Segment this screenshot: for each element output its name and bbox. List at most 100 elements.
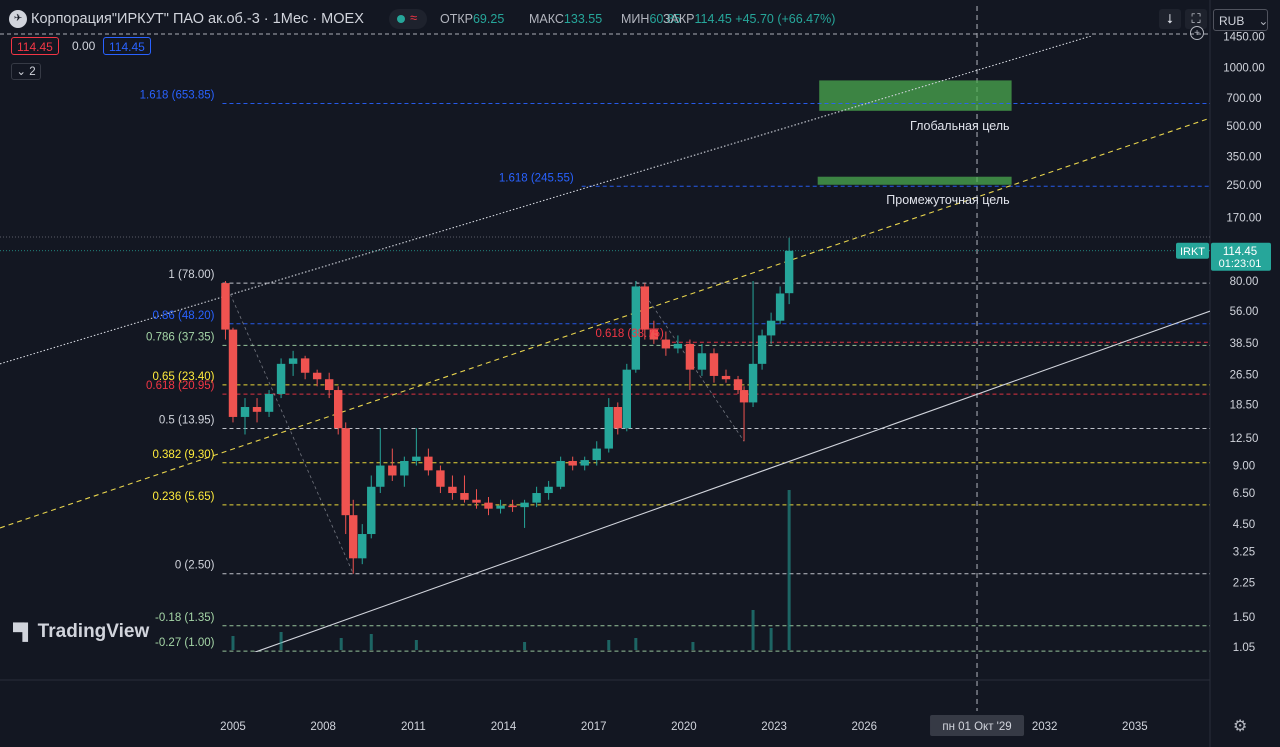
fullscreen-icon[interactable]: ⛶ [1185, 9, 1207, 29]
arrow-down-icon[interactable]: ⭣ [1159, 9, 1181, 29]
target-zone-label-0: Глобальная цель [910, 119, 1010, 133]
fib-level-label-12: 1.618 (245.55) [499, 172, 574, 184]
price-axis-tick-0: 1450.00 [1223, 31, 1265, 43]
volume-bar-1 [279, 632, 283, 650]
price-axis-tick-9: 38.50 [1230, 338, 1259, 350]
time-axis-tick-10: 2035 [1122, 721, 1148, 733]
candle-body-24 [484, 502, 493, 509]
candle-body-31 [568, 460, 577, 466]
ohlc-low: МИН60.85 [621, 12, 681, 26]
volume-bar-3 [369, 634, 373, 650]
last-price-tag [1211, 242, 1271, 271]
bar-countdown: 01:23:01 [1219, 258, 1262, 270]
price-axis-tick-6: 170.00 [1226, 212, 1261, 224]
candle-body-1 [228, 329, 238, 417]
candle-body-26 [508, 505, 517, 508]
volume-bar-0 [231, 636, 235, 650]
volume-bar-9 [751, 610, 755, 650]
market-open-icon [397, 15, 405, 23]
market-status[interactable]: ≈ [389, 9, 427, 29]
candle-body-33 [592, 448, 601, 461]
volume-bar-7 [634, 638, 638, 650]
candle-body-4 [264, 393, 274, 412]
price-axis-tick-1: 1000.00 [1223, 63, 1265, 75]
price-axis-tick-10: 26.50 [1230, 369, 1259, 381]
price-axis-tick-2: 700.00 [1226, 93, 1261, 105]
fib-level-label-2: 0.786 (37.35) [146, 331, 215, 343]
price-axis-tick-16: 3.25 [1233, 547, 1255, 559]
candle-body-51 [775, 293, 785, 321]
candle-body-29 [544, 486, 553, 494]
fib-level-label-1: 0.86 (48.20) [152, 310, 214, 322]
ohlc-close: ЗАКР114.45 +45.70 (+66.47%) [663, 12, 836, 26]
realtime-data-icon: ≈ [410, 10, 418, 25]
price-axis-tick-19: 1.05 [1233, 642, 1255, 654]
candle-body-19 [424, 456, 433, 471]
currency-select[interactable]: RUB ⌄ [1213, 9, 1268, 31]
candle-body-46 [733, 379, 743, 391]
candle-body-9 [324, 379, 334, 391]
tradingview-logo-icon: ▀▌ [13, 624, 34, 641]
volume-bar-2 [339, 638, 343, 650]
symbol-logo-icon[interactable]: ✈ [9, 10, 27, 28]
price-axis-tick-15: 4.50 [1233, 519, 1255, 531]
price-axis-tick-4: 350.00 [1226, 151, 1261, 163]
candle-body-3 [252, 406, 262, 412]
candle-body-41 [673, 343, 683, 349]
candle-body-11 [341, 428, 350, 516]
fib-level-label-4: 0.618 (20.95) [146, 380, 215, 392]
chart-header: ✈ Корпорация"ИРКУТ" ПАО ак.об.-3 · 1Мес … [0, 0, 1210, 36]
candle-body-18 [412, 456, 421, 461]
candle-body-28 [532, 493, 541, 503]
price-axis-tick-7: 80.00 [1230, 276, 1259, 288]
channel-line-0 [0, 36, 1093, 365]
time-axis-tick-7: 2026 [851, 721, 877, 733]
candle-body-21 [448, 486, 457, 494]
candle-body-32 [580, 460, 589, 466]
time-axis-tick-4: 2017 [581, 721, 607, 733]
candle-body-38 [640, 286, 650, 330]
candle-body-0 [221, 283, 230, 330]
candle-body-43 [697, 353, 707, 370]
candle-body-14 [367, 486, 376, 535]
candle-body-39 [649, 329, 659, 340]
candle-body-17 [400, 460, 409, 476]
symbol-title[interactable]: Корпорация"ИРКУТ" ПАО ак.об.-3 · 1Мес · … [31, 11, 364, 27]
price-axis-tick-18: 1.50 [1233, 612, 1255, 624]
indicators-toggle-button[interactable]: ⌄ 2 [11, 63, 41, 80]
candle-body-16 [388, 465, 397, 476]
crosshair-time-tag [930, 715, 1025, 736]
candle-body-48 [748, 363, 758, 403]
fib-level-label-6: 0.382 (9.30) [152, 449, 214, 461]
price-axis-tick-17: 2.25 [1233, 578, 1255, 590]
time-axis-tick-9: 2032 [1032, 721, 1058, 733]
plot-area [0, 36, 1210, 652]
candle-body-10 [333, 390, 343, 429]
candle-body-7 [300, 358, 310, 373]
fib-level-label-7: 0.236 (5.65) [152, 491, 214, 503]
fib-level-label-8: 0 (2.50) [175, 560, 215, 572]
candle-body-44 [709, 353, 719, 376]
candle-body-35 [613, 406, 622, 429]
candle-body-12 [349, 515, 358, 559]
time-axis-tick-0: 2005 [220, 721, 246, 733]
last-price-value: 114.45 [1223, 246, 1257, 258]
candle-body-52 [784, 250, 794, 294]
fib-level-label-0: 1 (78.00) [168, 269, 214, 281]
target-zone-0 [819, 80, 1012, 111]
candle-body-30 [556, 460, 565, 487]
symbol-price-tag [1176, 242, 1209, 259]
candle-body-6 [288, 358, 298, 364]
tradingview-logo[interactable]: ▀▌ TradingView [13, 621, 150, 642]
candle-body-45 [721, 375, 731, 380]
volume-bar-11 [787, 490, 791, 650]
volume-bar-10 [769, 628, 773, 650]
candle-body-13 [358, 534, 367, 559]
gear-icon[interactable]: ⚙ [1233, 718, 1248, 735]
candle-body-2 [240, 406, 250, 417]
ohlc-open: ОТКР69.25 [440, 12, 505, 26]
indicator-value-1: 114.45 [11, 37, 59, 55]
fib-level-label-5: 0.5 (13.95) [159, 415, 215, 427]
channel-line-2 [0, 117, 1210, 529]
